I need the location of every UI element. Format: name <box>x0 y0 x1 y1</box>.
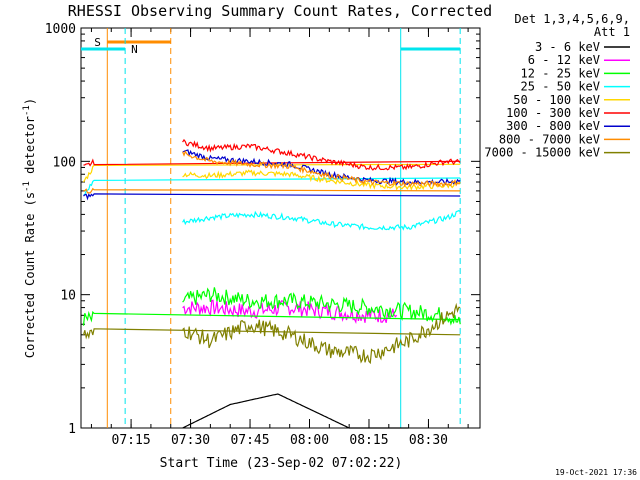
x-tick-label: 07:45 <box>230 433 269 448</box>
y-axis-label-sup2: -1 <box>22 105 32 116</box>
series-line <box>182 299 398 325</box>
y-tick-label: 10 <box>60 289 76 304</box>
y-axis-label: Corrected Count Rate (s-1 detector-1) <box>22 98 37 358</box>
x-tick-label: 08:15 <box>349 433 388 448</box>
y-axis-label-main: Corrected Count Rate (s <box>23 192 37 358</box>
y-tick-label: 1 <box>68 422 76 437</box>
x-tick-label: 07:30 <box>171 433 210 448</box>
series-line <box>182 302 461 365</box>
x-tick-label: 07:15 <box>112 433 151 448</box>
saa-label: S <box>94 36 101 49</box>
legend-label: 12 - 25 keV <box>521 66 600 80</box>
series-line <box>82 328 461 340</box>
legend-label: 7000 - 15000 keV <box>484 146 600 160</box>
y-axis-label-sup1: -1 <box>22 181 32 192</box>
x-tick-label: 08:00 <box>290 433 329 448</box>
series-line <box>182 150 461 188</box>
legend-label: 50 - 100 keV <box>513 93 600 107</box>
y-tick-label: 100 <box>53 155 76 170</box>
x-axis-label: Start Time (23-Sep-02 07:02:22) <box>160 456 403 471</box>
series-line <box>83 187 461 194</box>
night-label: N <box>131 43 138 56</box>
legend-label: 100 - 300 keV <box>506 106 600 120</box>
y-tick-label: 1000 <box>45 22 76 37</box>
legend-label: 300 - 800 keV <box>506 119 600 133</box>
legend-label: 6 - 12 keV <box>528 53 600 67</box>
legend-label: 800 - 7000 keV <box>499 132 600 146</box>
series-line <box>83 193 461 201</box>
plot-frame <box>80 27 481 429</box>
series-line <box>182 393 409 429</box>
chart-title: RHESSI Observing Summary Count Rates, Co… <box>68 2 492 20</box>
y-axis-label-mid: detector <box>23 116 37 181</box>
x-tick-label: 08:30 <box>409 433 448 448</box>
series-line <box>182 287 461 326</box>
y-axis-label-end: ) <box>23 98 37 105</box>
series-line <box>182 209 461 231</box>
legend-label: 3 - 6 keV <box>535 40 600 54</box>
series-line <box>82 310 461 326</box>
series-line <box>82 163 461 183</box>
date-stamp: 19-Oct-2021 17:36 <box>555 468 637 477</box>
legend-title: Det 1,3,4,5,6,9, <box>514 12 630 26</box>
legend-title-2: Att 1 <box>594 25 630 39</box>
plot-area: 1 10 100 1000 07:15 07:30 07:45 08:00 08:15 08:30… <box>45 22 481 448</box>
legend-label: 25 - 50 keV <box>521 80 600 94</box>
series-line <box>83 177 461 196</box>
series-line <box>182 138 461 171</box>
series-line <box>83 158 461 167</box>
